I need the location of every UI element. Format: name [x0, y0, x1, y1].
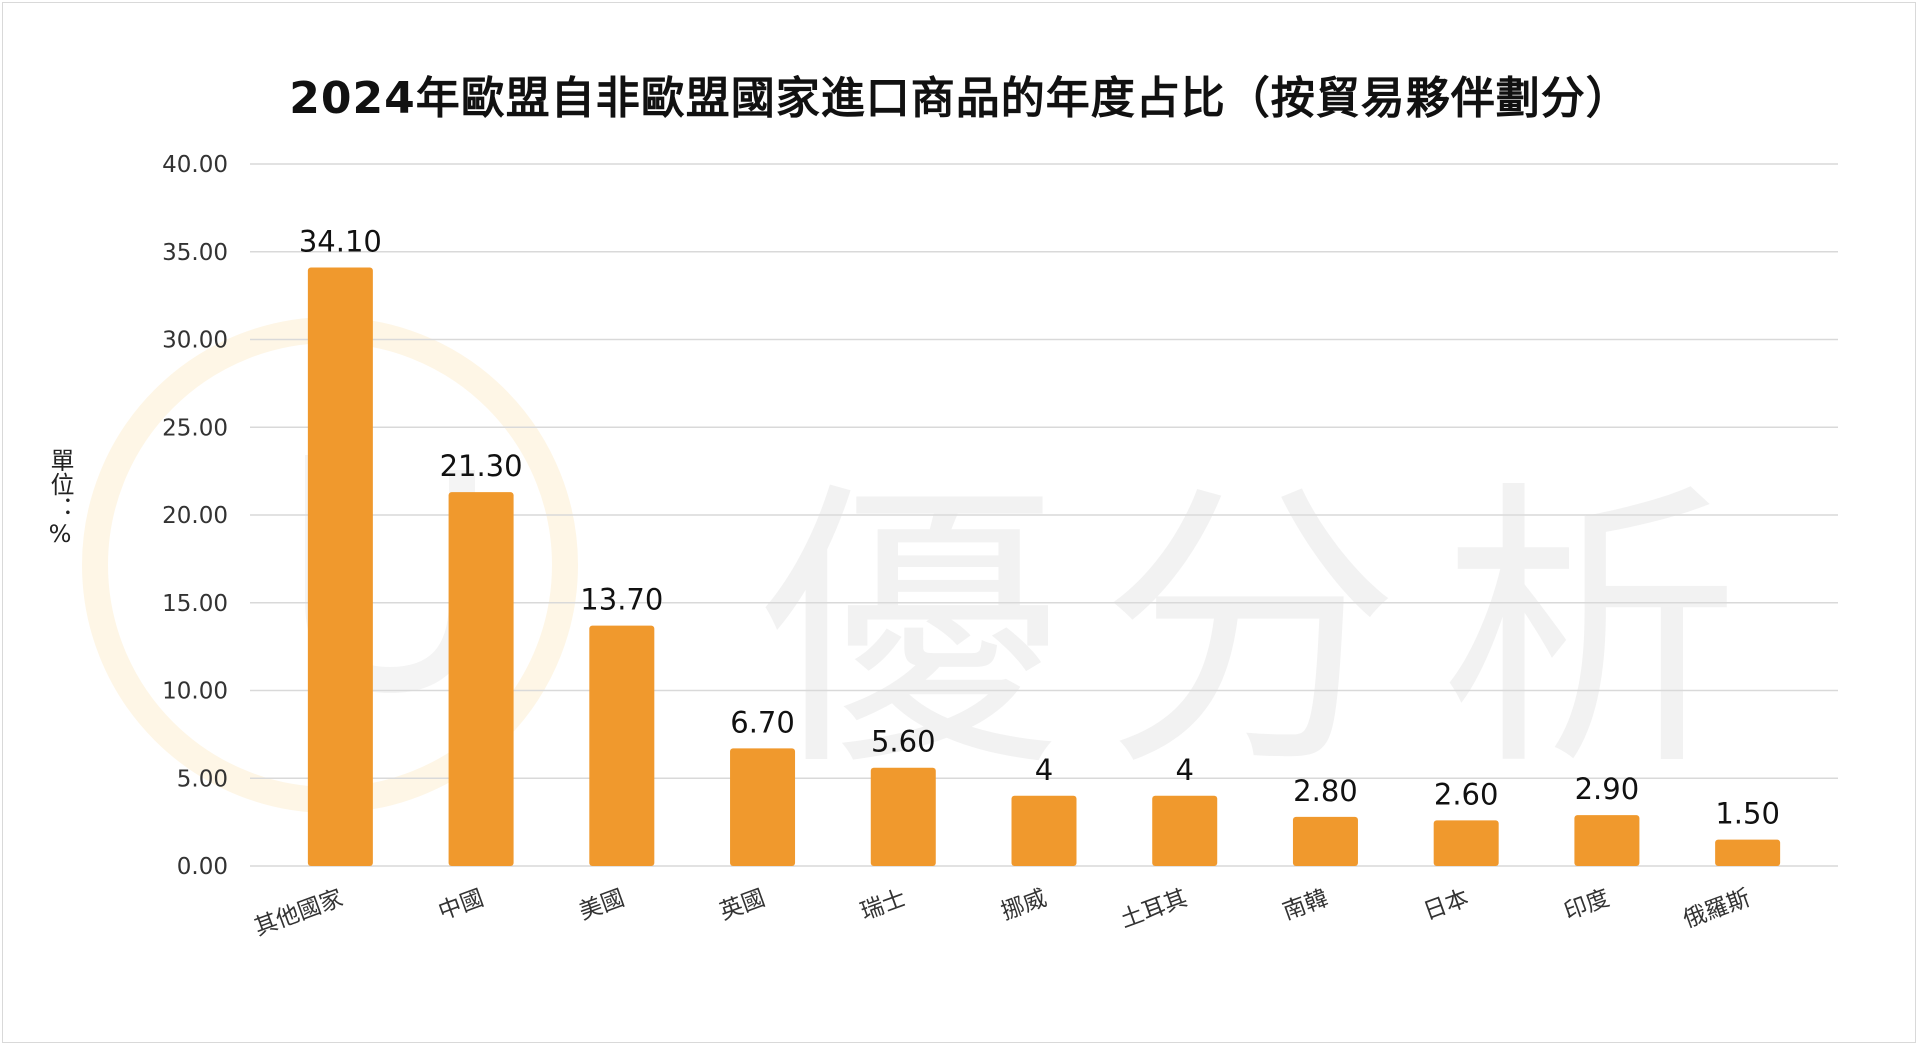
x-tick-label: 中國 — [435, 885, 487, 925]
x-tick-label: 日本 — [1420, 885, 1472, 925]
bars — [307, 267, 1781, 866]
x-tick-label: 印度 — [1561, 885, 1613, 925]
y-tick-label: 20.00 — [162, 503, 228, 529]
data-label: 5.60 — [871, 725, 936, 759]
bar — [1292, 816, 1358, 866]
y-tick-label: 0.00 — [177, 854, 228, 880]
y-axis-label: 單位：% — [46, 448, 74, 548]
x-tick-label: 俄羅斯 — [1680, 885, 1754, 933]
data-label: 34.10 — [299, 225, 382, 259]
y-tick-label: 40.00 — [162, 152, 228, 178]
x-tick-label: 瑞士 — [857, 885, 909, 925]
x-axis-ticks: 其他國家 中國 美國 英國 瑞士 挪威 土耳其 南韓 日本 印度 俄羅斯 — [251, 885, 1754, 941]
data-label: 6.70 — [730, 705, 795, 739]
bar — [1152, 795, 1218, 866]
x-tick-label: 其他國家 — [251, 885, 346, 941]
x-tick-label: 土耳其 — [1117, 885, 1191, 933]
bar — [870, 767, 936, 866]
y-tick-label: 30.00 — [162, 328, 228, 354]
bar — [1574, 815, 1640, 866]
data-label: 2.90 — [1575, 772, 1640, 806]
x-tick-label: 挪威 — [998, 885, 1050, 925]
data-label: 1.50 — [1715, 797, 1780, 831]
bar — [730, 748, 796, 866]
y-tick-label: 5.00 — [177, 766, 228, 792]
bar — [1433, 820, 1499, 866]
x-tick-label: 英國 — [716, 885, 768, 925]
x-tick-label: 美國 — [576, 885, 628, 925]
bar — [307, 267, 373, 866]
bar — [589, 625, 655, 866]
data-labels: 34.10 21.30 13.70 6.70 5.60 4 4 2.80 2.60 2.90 1.5… — [299, 225, 1780, 831]
chart-title: 2024年歐盟自非歐盟國家進口商品的年度占比（按貿易夥伴劃分） — [289, 73, 1631, 124]
data-label: 2.80 — [1293, 774, 1358, 808]
y-tick-label: 10.00 — [162, 679, 228, 705]
data-label: 4 — [1176, 753, 1194, 787]
y-axis-ticks: 0.00 5.00 10.00 15.00 20.00 25.00 30.00 35.00 40… — [162, 152, 228, 880]
bar — [448, 492, 514, 866]
data-label: 4 — [1035, 753, 1053, 787]
y-tick-label: 35.00 — [162, 240, 228, 266]
y-tick-label: 15.00 — [162, 591, 228, 617]
y-tick-label: 25.00 — [162, 415, 228, 441]
bar — [1011, 795, 1077, 866]
data-label: 13.70 — [580, 583, 663, 617]
data-label: 2.60 — [1434, 777, 1499, 811]
bar — [1715, 839, 1781, 866]
data-label: 21.30 — [440, 449, 523, 483]
x-tick-label: 南韓 — [1279, 885, 1331, 925]
